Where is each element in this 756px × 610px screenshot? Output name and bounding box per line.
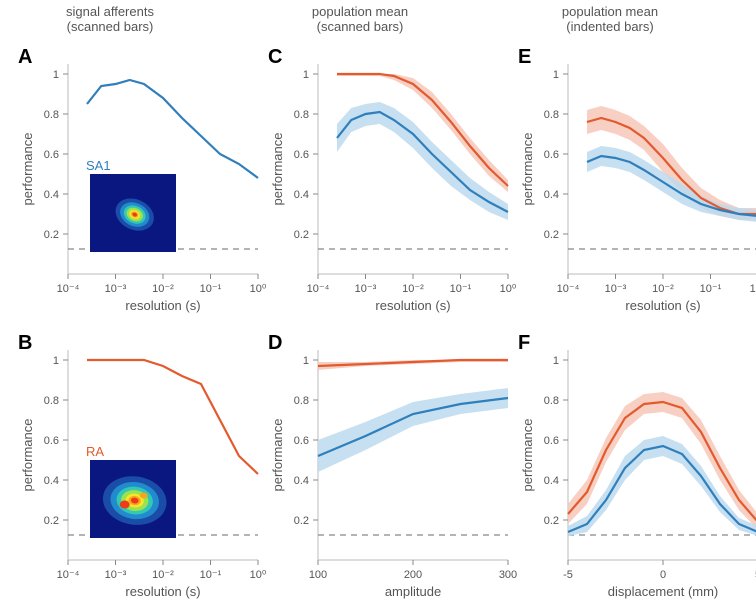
panel-letter: D — [268, 332, 282, 355]
y-tick-label: 1 — [553, 355, 559, 367]
y-axis-label: performance — [270, 133, 285, 206]
y-tick-label: 0.4 — [294, 189, 309, 201]
y-tick-label: 0.2 — [294, 515, 309, 527]
figure-root: signal afferents(scanned bars) population… — [0, 0, 756, 607]
x-tick-label: -5 — [563, 569, 573, 581]
y-tick-label: 1 — [53, 355, 59, 367]
series-line-RA — [87, 360, 258, 474]
inset-label: SA1 — [86, 158, 111, 173]
x-axis-label: resolution (s) — [375, 298, 450, 313]
column-title: signal afferents(scanned bars) — [0, 4, 230, 34]
x-axis-label: displacement (mm) — [608, 584, 719, 599]
y-axis-label: performance — [20, 133, 35, 206]
inset-label: RA — [86, 444, 104, 459]
x-tick-label: 10⁻³ — [355, 283, 377, 295]
y-tick-label: 0.8 — [294, 109, 309, 121]
y-tick-label: 0.6 — [544, 149, 559, 161]
x-tick-label: 10⁻¹ — [200, 283, 222, 295]
x-tick-label: 10⁻² — [652, 283, 674, 295]
x-tick-label: 10⁻⁴ — [57, 569, 80, 581]
panel-letter: F — [518, 332, 530, 355]
x-tick-label: 0 — [660, 569, 666, 581]
y-tick-label: 0.6 — [544, 435, 559, 447]
y-tick-label: 0.8 — [44, 395, 59, 407]
y-tick-label: 1 — [553, 69, 559, 81]
series-line-RA — [337, 74, 508, 186]
x-tick-label: 10⁻¹ — [450, 283, 472, 295]
x-tick-label: 10⁻⁴ — [307, 283, 330, 295]
panel-letter: A — [18, 46, 32, 69]
y-axis-label: performance — [520, 133, 535, 206]
x-tick-label: 10⁻² — [152, 569, 174, 581]
y-tick-label: 0.2 — [44, 515, 59, 527]
y-tick-label: 0.4 — [44, 475, 59, 487]
y-tick-label: 0.6 — [294, 435, 309, 447]
y-tick-label: 1 — [303, 69, 309, 81]
x-tick-label: 10⁻¹ — [700, 283, 722, 295]
x-tick-label: 10⁻¹ — [200, 569, 222, 581]
panel-D: 0.20.40.60.81performance100200300amplitu… — [260, 340, 528, 610]
y-tick-label: 0.6 — [294, 149, 309, 161]
panel-F: 0.20.40.60.81performance-505displacement… — [510, 340, 756, 610]
y-tick-label: 0.2 — [294, 229, 309, 241]
x-axis-label: resolution (s) — [125, 584, 200, 599]
panel-letter: B — [18, 332, 32, 355]
y-tick-label: 0.2 — [44, 229, 59, 241]
y-tick-label: 1 — [303, 355, 309, 367]
x-axis-label: resolution (s) — [125, 298, 200, 313]
x-axis-label: resolution (s) — [625, 298, 700, 313]
x-tick-label: 10⁻³ — [605, 283, 627, 295]
y-axis-label: performance — [520, 419, 535, 492]
panel-letter: E — [518, 46, 531, 69]
x-tick-label: 10⁻⁴ — [557, 283, 580, 295]
y-tick-label: 0.8 — [544, 395, 559, 407]
panel-B: 0.2 0.4 0.6 0.8 1 performance 10⁻⁴ 10⁻³ 10⁻² 10⁻¹… — [10, 340, 278, 610]
panel-letter: C — [268, 46, 282, 69]
y-axis-label: performance — [20, 419, 35, 492]
panel-A: 0.2 0.4 0.6 0.8 1 performance 10⁻⁴ 10⁻³ 10⁻² 10⁻¹… — [10, 54, 278, 324]
y-tick-label: 0.4 — [294, 475, 309, 487]
x-tick-label: 10⁻⁴ — [57, 283, 80, 295]
x-axis-label: amplitude — [385, 584, 441, 599]
x-tick-label: 10⁰ — [750, 283, 756, 295]
x-tick-label: 10⁻² — [402, 283, 424, 295]
y-tick-label: 0.2 — [544, 229, 559, 241]
x-tick-label: 200 — [404, 569, 422, 581]
column-title: population mean(indented bars) — [490, 4, 730, 34]
x-tick-label: 10⁻³ — [105, 569, 127, 581]
panel-C: 0.2 0.4 0.6 0.8 1 performance 10⁻⁴ 10⁻³ 10⁻² 10⁻¹… — [260, 54, 528, 324]
x-tick-label: 10⁻² — [152, 283, 174, 295]
y-tick-label: 0.8 — [544, 109, 559, 121]
y-tick-label: 0.6 — [44, 435, 59, 447]
x-tick-label: 10⁻³ — [105, 283, 127, 295]
y-tick-label: 0.2 — [544, 515, 559, 527]
y-tick-label: 0.6 — [44, 149, 59, 161]
y-tick-label: 0.4 — [544, 189, 559, 201]
series-line-SA1 — [87, 80, 258, 178]
y-tick-label: 0.4 — [544, 475, 559, 487]
panel-E: 0.2 0.4 0.6 0.8 1 performance 10⁻⁴ 10⁻³ 10⁻² 10⁻¹… — [510, 54, 756, 324]
y-tick-label: 0.4 — [44, 189, 59, 201]
column-title: population mean(scanned bars) — [240, 4, 480, 34]
x-tick-label: 100 — [309, 569, 327, 581]
y-tick-label: 1 — [53, 69, 59, 81]
y-tick-label: 0.8 — [44, 109, 59, 121]
y-axis-label: performance — [270, 419, 285, 492]
y-tick-label: 0.8 — [294, 395, 309, 407]
